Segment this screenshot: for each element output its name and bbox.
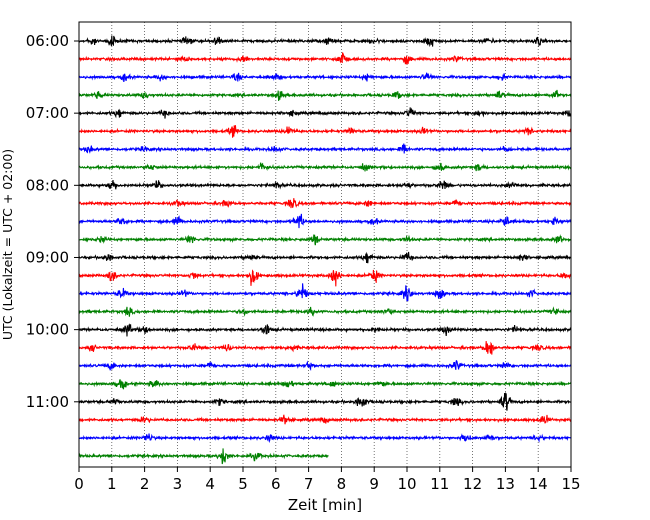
y-tick-label: 06:00: [26, 32, 69, 50]
x-tick-label: 10: [397, 475, 416, 493]
trace-2: [78, 72, 572, 83]
x-tick-label: 1: [107, 475, 117, 493]
y-tick-label: 07:00: [26, 104, 69, 122]
x-tick-label: 7: [304, 475, 314, 493]
trace-23: [78, 448, 329, 465]
trace-20: [78, 391, 572, 411]
x-tick-label: 9: [369, 475, 379, 493]
x-tick-label: 2: [140, 475, 150, 493]
trace-15: [78, 306, 572, 317]
trace-7: [78, 162, 572, 172]
trace-13: [78, 269, 572, 287]
x-tick-label: 3: [173, 475, 183, 493]
x-tick-label: 13: [496, 475, 515, 493]
y-tick-label: 10:00: [26, 321, 69, 339]
x-axis-label: Zeit [min]: [288, 496, 362, 514]
trace-10: [78, 213, 572, 229]
trace-18: [78, 360, 572, 371]
trace-3: [78, 89, 572, 101]
trace-14: [78, 283, 572, 302]
trace-16: [78, 323, 572, 337]
x-tick-label: 0: [74, 475, 84, 493]
y-axis-label: UTC (Lokalzeit = UTC + 02:00): [0, 149, 15, 340]
trace-19: [78, 379, 572, 390]
trace-6: [78, 143, 572, 154]
trace-1: [78, 52, 572, 65]
x-axis-ticks: 0 1 2 3 4 5 6 7 8 9 10 11 12 13 14 15: [74, 467, 581, 493]
y-tick-label: 08:00: [26, 176, 69, 194]
trace-21: [78, 414, 572, 425]
x-tick-label: 15: [561, 475, 580, 493]
trace-11: [78, 234, 572, 246]
trace-17: [78, 341, 572, 355]
trace-8: [78, 179, 572, 190]
trace-12: [78, 251, 572, 264]
x-tick-label: 6: [271, 475, 281, 493]
trace-0: [78, 35, 572, 48]
y-axis-ticks: 06:00 07:00 08:00 09:00 10:00 11:00: [26, 32, 79, 411]
x-tick-label: 11: [430, 475, 449, 493]
trace-22: [78, 433, 572, 444]
trace-9: [78, 198, 572, 209]
y-tick-label: 11:00: [26, 393, 69, 411]
x-tick-label: 12: [463, 475, 482, 493]
plot-frame: [78, 21, 572, 468]
x-tick-label: 14: [529, 475, 548, 493]
x-tick-label: 5: [238, 475, 248, 493]
vertical-grid: [111, 22, 539, 467]
y-tick-label: 09:00: [26, 248, 69, 266]
x-tick-label: 8: [337, 475, 347, 493]
trace-lines: [78, 35, 572, 465]
x-tick-label: 4: [205, 475, 215, 493]
trace-4: [78, 107, 572, 119]
trace-5: [78, 125, 572, 138]
